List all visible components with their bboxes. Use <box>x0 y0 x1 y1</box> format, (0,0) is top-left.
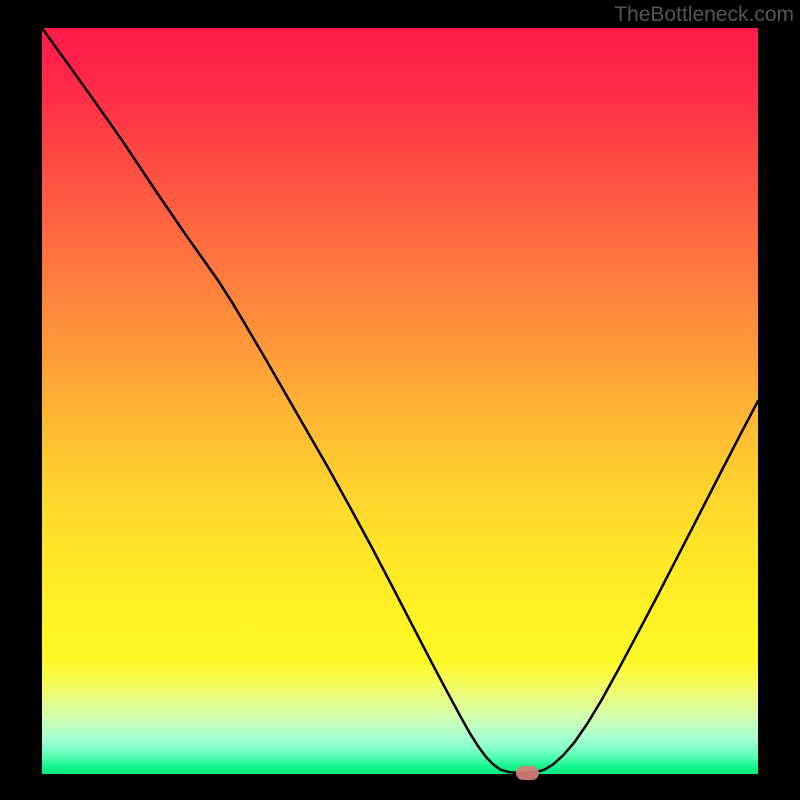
stage: TheBottleneck.com <box>0 0 800 800</box>
watermark-text: TheBottleneck.com <box>614 3 794 27</box>
plot-area <box>42 28 758 774</box>
curve-layer <box>42 28 758 774</box>
bottleneck-curve <box>42 28 758 773</box>
